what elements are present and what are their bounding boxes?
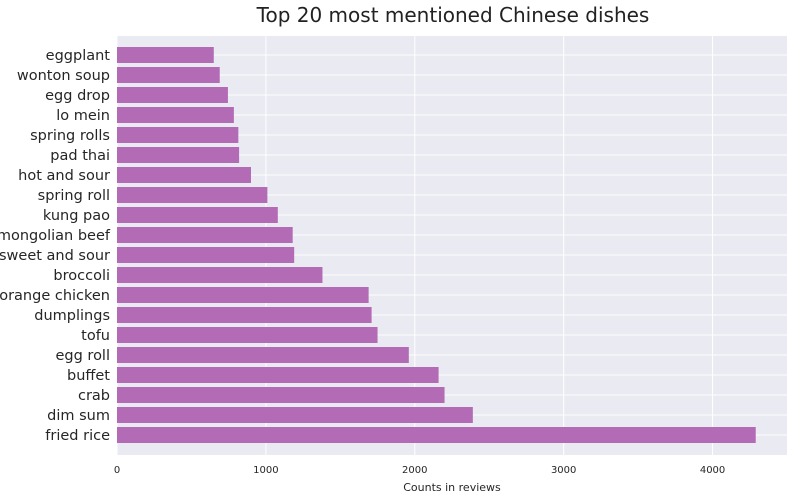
category-labels: fried rice dim sum crab buffet egg roll tofu d… [0, 48, 111, 444]
bar-broccoli [117, 267, 323, 283]
category-label: sweet and sour [0, 248, 110, 264]
category-label: kung pao [43, 208, 110, 224]
bar-sweet-and-sour [117, 247, 295, 263]
category-label: mongolian beef [0, 228, 111, 244]
category-label: hot and sour [18, 168, 110, 184]
x-tick-label: 4000 [700, 465, 725, 476]
bar-fried-rice [117, 427, 756, 443]
category-label: egg roll [55, 348, 110, 364]
x-axis-title: Counts in reviews [403, 481, 501, 494]
bar-eggplant [117, 47, 214, 63]
plot-area [117, 36, 787, 455]
bar-hot-and-sour [117, 167, 251, 183]
category-label: lo mein [56, 108, 110, 124]
bar-egg-drop [117, 87, 228, 103]
x-tick-label: 0 [114, 465, 120, 476]
bar-orange-chicken [117, 287, 369, 303]
bar-kung-pao [117, 207, 278, 223]
x-tick-labels: 0 1000 2000 3000 4000 [114, 465, 725, 476]
bar-spring-rolls [117, 127, 239, 143]
bar-lo-mein [117, 107, 234, 123]
category-label: pad thai [50, 148, 110, 164]
x-tick-label: 3000 [551, 465, 576, 476]
category-label: fried rice [45, 428, 110, 444]
category-label: egg drop [45, 88, 110, 104]
category-label: buffet [67, 368, 110, 384]
category-label: spring rolls [30, 128, 110, 144]
category-label: wonton soup [17, 68, 110, 84]
bar-mongolian-beef [117, 227, 293, 243]
category-label: dumplings [34, 308, 110, 324]
category-label: crab [78, 388, 110, 404]
x-tick-label: 1000 [253, 465, 278, 476]
bar-buffet [117, 367, 439, 383]
category-label: broccoli [53, 268, 110, 284]
bar-dim-sum [117, 407, 473, 423]
category-label: dim sum [47, 408, 110, 424]
category-label: spring roll [38, 188, 110, 204]
bar-pad-thai [117, 147, 240, 163]
x-tick-label: 2000 [402, 465, 427, 476]
bar-egg-roll [117, 347, 409, 363]
bar-spring-roll [117, 187, 268, 203]
category-label: eggplant [46, 48, 111, 64]
bar-dumplings [117, 307, 372, 323]
bars [117, 47, 756, 443]
bar-tofu [117, 327, 378, 343]
bar-wonton-soup [117, 67, 220, 83]
category-label: tofu [81, 328, 110, 344]
category-label: orange chicken [0, 288, 110, 304]
bar-crab [117, 387, 445, 403]
chart-title: Top 20 most mentioned Chinese dishes [256, 3, 650, 27]
